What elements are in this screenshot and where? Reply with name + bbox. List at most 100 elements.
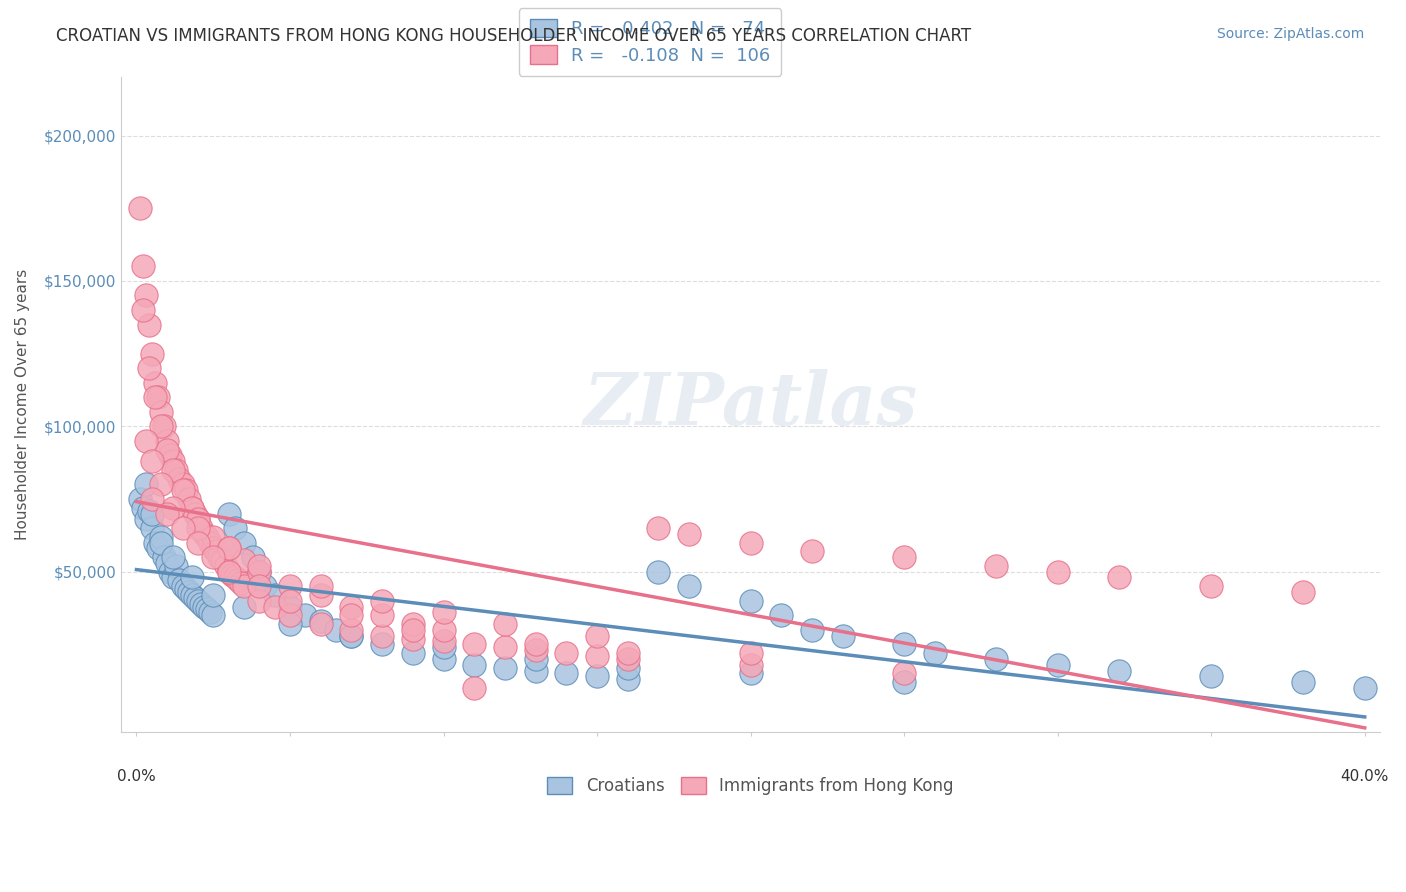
Point — [278, 617, 301, 632]
Point — [770, 608, 793, 623]
Point — [247, 565, 270, 579]
Point — [463, 657, 485, 672]
Point — [586, 629, 609, 643]
Point — [893, 666, 915, 681]
Y-axis label: Householder Income Over 65 years: Householder Income Over 65 years — [15, 268, 30, 541]
Point — [141, 507, 163, 521]
Point — [187, 535, 209, 549]
Point — [195, 602, 218, 616]
Point — [135, 434, 157, 448]
Point — [740, 657, 762, 672]
Text: Source: ZipAtlas.com: Source: ZipAtlas.com — [1216, 27, 1364, 41]
Point — [138, 503, 160, 517]
Point — [156, 507, 179, 521]
Point — [187, 512, 209, 526]
Point — [202, 608, 225, 623]
Point — [141, 491, 163, 506]
Text: 0.0%: 0.0% — [117, 769, 156, 784]
Point — [190, 521, 212, 535]
Point — [555, 666, 578, 681]
Point — [647, 565, 669, 579]
Point — [309, 579, 332, 593]
Point — [128, 201, 150, 215]
Point — [247, 558, 270, 573]
Point — [202, 550, 225, 565]
Point — [617, 672, 640, 686]
Point — [226, 574, 249, 588]
Point — [131, 260, 153, 274]
Point — [202, 588, 225, 602]
Point — [150, 405, 173, 419]
Point — [740, 593, 762, 607]
Point — [156, 442, 179, 457]
Point — [150, 530, 173, 544]
Point — [143, 376, 166, 390]
Point — [371, 629, 394, 643]
Point — [214, 558, 236, 573]
Point — [309, 588, 332, 602]
Point — [524, 637, 547, 651]
Point — [278, 593, 301, 607]
Point — [1292, 675, 1315, 690]
Point — [218, 541, 240, 556]
Point — [1292, 585, 1315, 599]
Point — [138, 361, 160, 376]
Point — [1354, 681, 1376, 695]
Point — [184, 591, 207, 605]
Point — [224, 521, 246, 535]
Point — [463, 637, 485, 651]
Point — [924, 646, 946, 660]
Point — [180, 500, 202, 515]
Point — [402, 617, 425, 632]
Point — [165, 558, 187, 573]
Point — [524, 664, 547, 678]
Point — [617, 660, 640, 674]
Point — [162, 550, 184, 565]
Point — [153, 550, 176, 565]
Point — [254, 579, 277, 593]
Point — [169, 472, 191, 486]
Point — [146, 390, 169, 404]
Point — [309, 614, 332, 628]
Point — [340, 599, 363, 614]
Point — [402, 623, 425, 637]
Point — [432, 623, 454, 637]
Point — [986, 652, 1008, 666]
Point — [325, 623, 347, 637]
Point — [247, 565, 270, 579]
Legend: Croatians, Immigrants from Hong Kong: Croatians, Immigrants from Hong Kong — [541, 770, 960, 802]
Point — [143, 535, 166, 549]
Point — [617, 646, 640, 660]
Point — [184, 507, 207, 521]
Point — [402, 646, 425, 660]
Point — [174, 582, 197, 596]
Point — [432, 640, 454, 655]
Point — [172, 483, 194, 498]
Point — [740, 535, 762, 549]
Point — [172, 477, 194, 491]
Point — [278, 579, 301, 593]
Point — [162, 500, 184, 515]
Point — [221, 567, 243, 582]
Point — [156, 556, 179, 570]
Point — [198, 535, 221, 549]
Point — [678, 527, 700, 541]
Point — [174, 483, 197, 498]
Point — [169, 574, 191, 588]
Point — [180, 588, 202, 602]
Point — [278, 599, 301, 614]
Point — [432, 606, 454, 620]
Point — [432, 652, 454, 666]
Point — [202, 530, 225, 544]
Point — [340, 608, 363, 623]
Point — [218, 565, 240, 579]
Point — [278, 608, 301, 623]
Point — [150, 477, 173, 491]
Point — [263, 599, 285, 614]
Point — [831, 629, 853, 643]
Point — [233, 553, 256, 567]
Point — [740, 666, 762, 681]
Point — [1108, 664, 1130, 678]
Point — [143, 390, 166, 404]
Point — [494, 617, 516, 632]
